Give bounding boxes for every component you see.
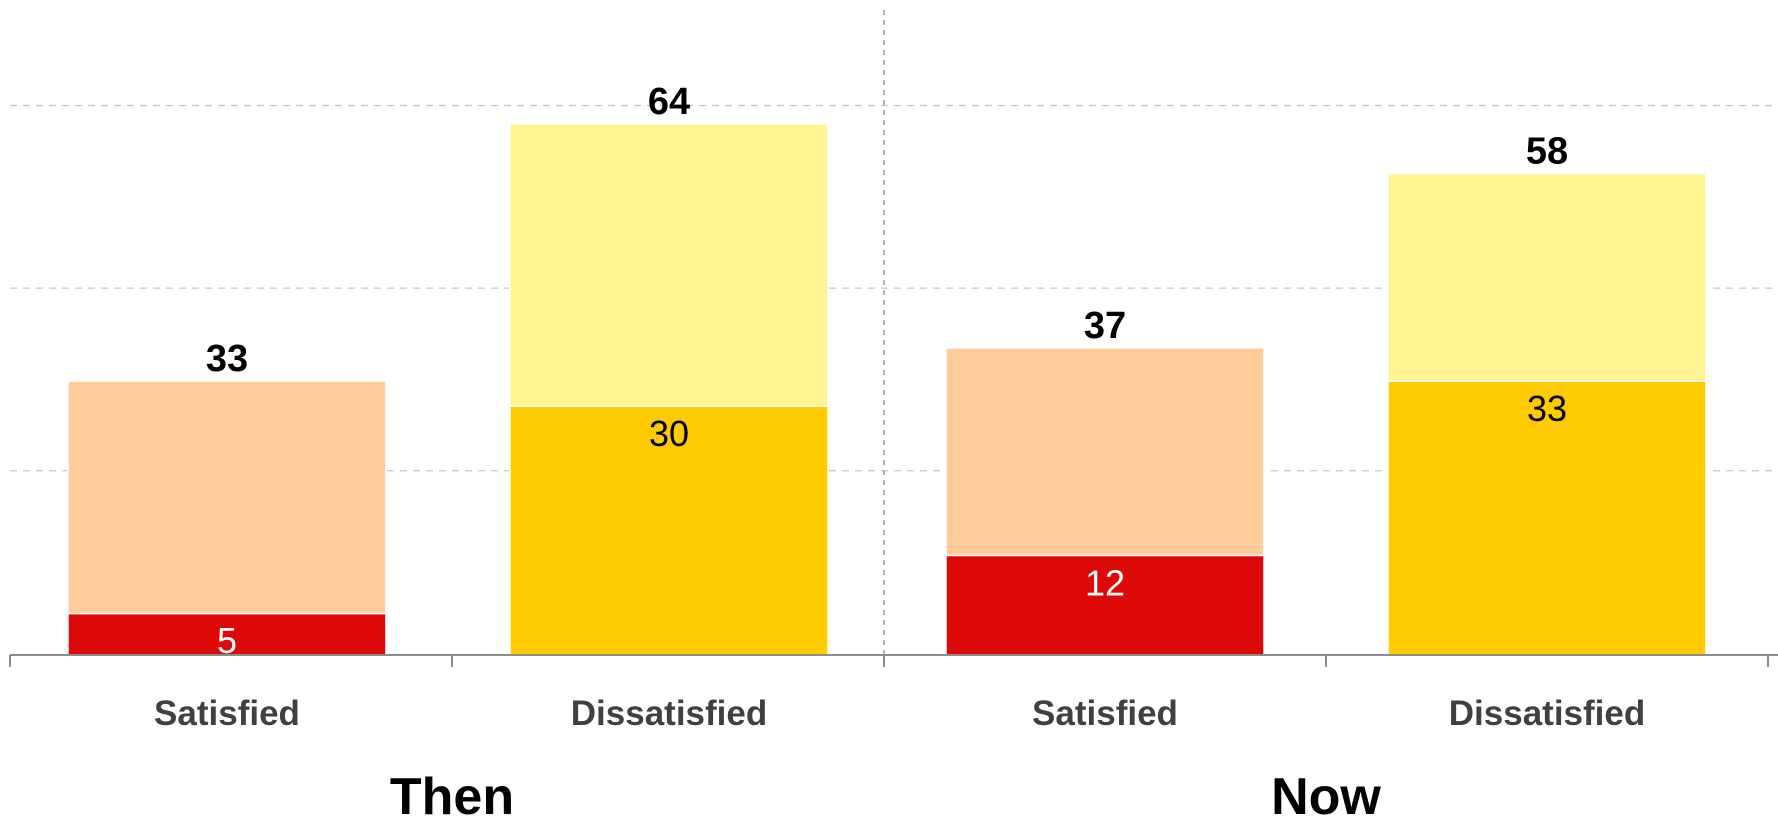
bar-segment-now-dissatisfied-2 xyxy=(1387,172,1707,382)
bar-segment-then-satisfied-2 xyxy=(67,380,387,615)
segment-value-label: 12 xyxy=(1085,562,1125,603)
segment-value-label: 5 xyxy=(217,620,237,661)
group-label-now: Now xyxy=(1271,768,1381,819)
category-label: Dissatisfied xyxy=(1449,694,1645,733)
segment-value-label: 33 xyxy=(1527,388,1567,429)
bar-total-label: 37 xyxy=(1084,305,1126,347)
bar-segment-now-satisfied-2 xyxy=(945,347,1265,557)
bar-total-label: 33 xyxy=(206,338,248,380)
bar-segment-now-dissatisfied-1 xyxy=(1387,380,1707,656)
group-label-then: Then xyxy=(390,768,514,819)
category-label: Dissatisfied xyxy=(571,694,767,733)
category-label: Satisfied xyxy=(154,694,300,733)
bar-segment-then-dissatisfied-2 xyxy=(509,123,829,407)
bar-segment-now-satisfied-1 xyxy=(945,554,1265,656)
bar-total-label: 58 xyxy=(1526,131,1568,173)
category-label: Satisfied xyxy=(1032,694,1178,733)
segment-value-label: 30 xyxy=(649,413,689,454)
bar-segment-then-satisfied-1 xyxy=(67,612,387,656)
bar-total-label: 64 xyxy=(648,81,690,123)
